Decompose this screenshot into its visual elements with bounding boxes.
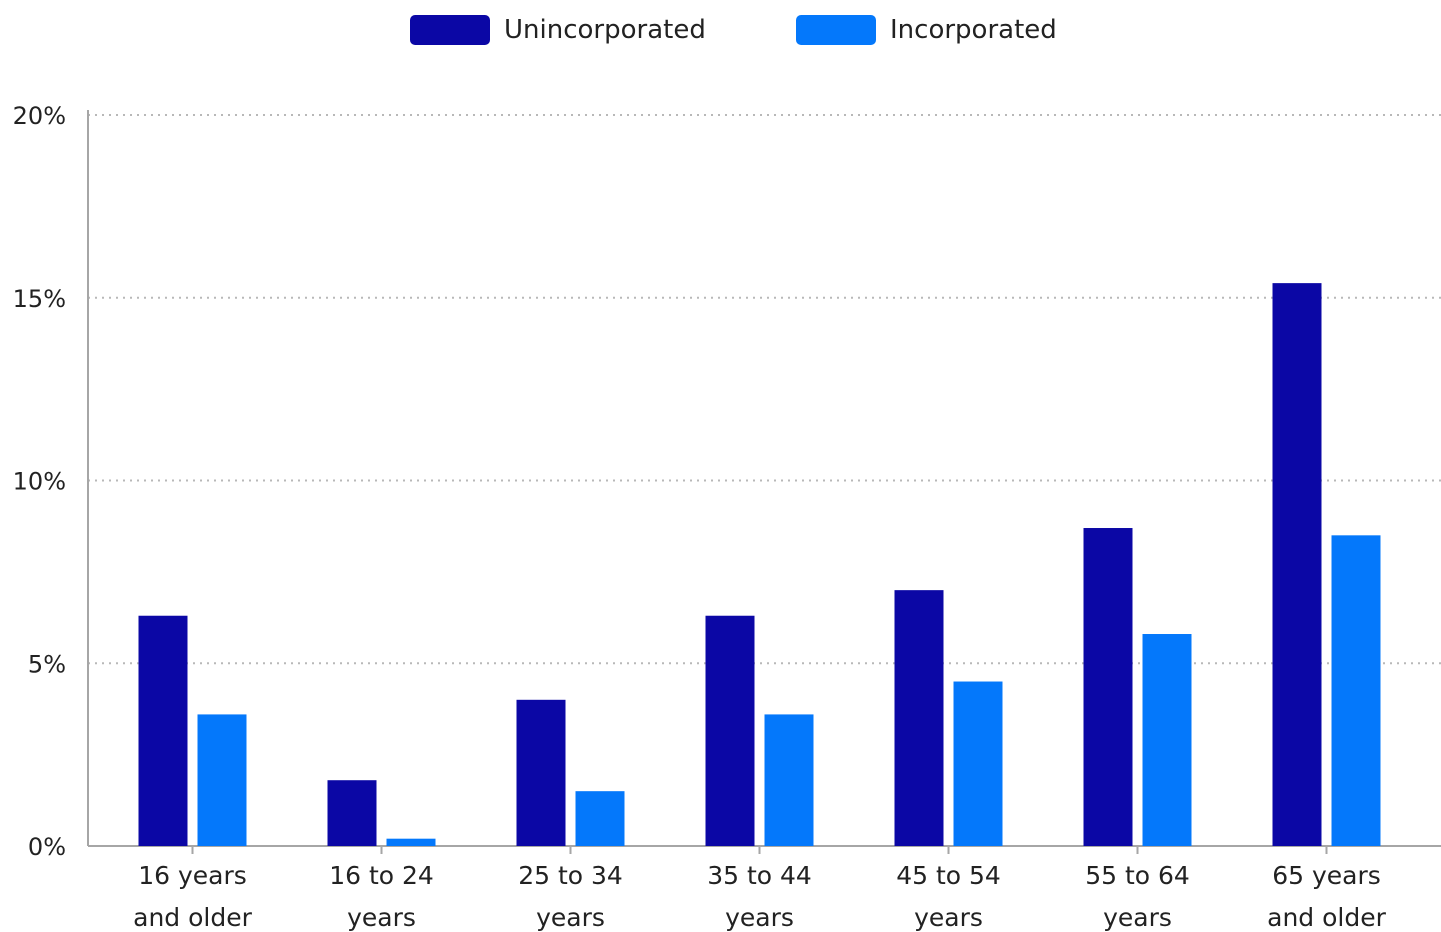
x-tick-label-5-line-2: years	[914, 903, 983, 932]
y-tick-label-5: 5%	[28, 650, 66, 678]
bar-incorporated-3	[575, 791, 625, 846]
x-tick-label-4-line-1: 35 to 44	[707, 861, 812, 890]
x-tick-label-1-line-1: 16 years	[138, 861, 247, 890]
y-tick-label-0: 0%	[28, 833, 66, 861]
bar-incorporated-1	[197, 714, 247, 846]
bar-unincorporated-1	[138, 615, 188, 846]
x-tick-label-7-line-1: 65 years	[1272, 861, 1381, 890]
legend-label-incorporated: Incorporated	[890, 15, 1057, 45]
bar-unincorporated-7	[1272, 283, 1322, 846]
y-tick-label-15: 15%	[13, 285, 66, 313]
y-tick-label-20: 20%	[13, 102, 66, 130]
legend-swatch-unincorporated	[410, 15, 490, 45]
legend-label-unincorporated: Unincorporated	[504, 15, 706, 45]
bar-unincorporated-4	[705, 615, 755, 846]
bar-unincorporated-2	[327, 780, 377, 846]
x-tick-label-5-line-1: 45 to 54	[896, 861, 1001, 890]
bar-unincorporated-6	[1083, 528, 1133, 846]
bar-incorporated-7	[1331, 535, 1381, 846]
x-tick-label-6-line-2: years	[1103, 903, 1172, 932]
x-tick-label-3-line-1: 25 to 34	[518, 861, 623, 890]
x-tick-label-7-line-2: and older	[1267, 903, 1386, 932]
x-tick-label-1-line-2: and older	[133, 903, 252, 932]
x-tick-label-4-line-2: years	[725, 903, 794, 932]
y-tick-label-10: 10%	[13, 468, 66, 496]
bar-unincorporated-3	[516, 699, 566, 846]
legend-item-incorporated: Incorporated	[796, 8, 1057, 52]
bar-incorporated-4	[764, 714, 814, 846]
x-tick-label-6-line-1: 55 to 64	[1085, 861, 1190, 890]
x-tick-label-2-line-1: 16 to 24	[329, 861, 434, 890]
chart-legend: Unincorporated Incorporated	[0, 8, 1441, 52]
legend-item-unincorporated: Unincorporated	[410, 8, 706, 52]
bar-incorporated-2	[386, 838, 436, 846]
legend-swatch-incorporated	[796, 15, 876, 45]
x-tick-label-2-line-2: years	[347, 903, 416, 932]
bar-unincorporated-5	[894, 590, 944, 846]
bar-incorporated-6	[1142, 634, 1192, 846]
bar-incorporated-5	[953, 681, 1003, 846]
x-tick-label-3-line-2: years	[536, 903, 605, 932]
